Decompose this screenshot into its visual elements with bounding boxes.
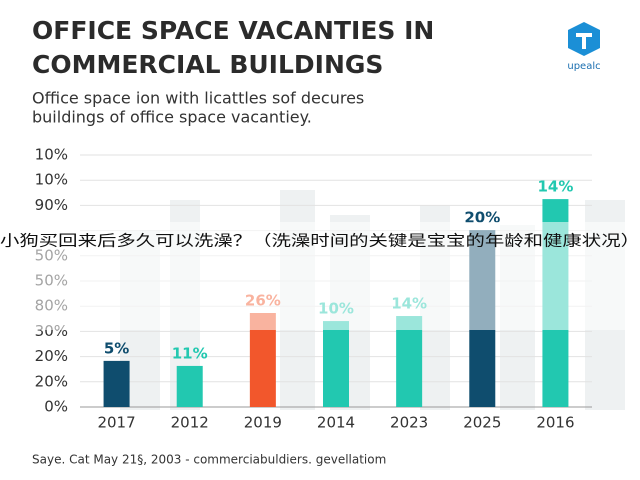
y-tick-label: 20% xyxy=(35,372,68,390)
x-tick-label: 2014 xyxy=(317,414,355,432)
bar xyxy=(176,365,203,407)
title-line: COMMERCIAL BUILDINGS xyxy=(32,50,383,79)
overlay-text: 小狗买回来后多久可以洗澡？（洗澡时间的关键是宝宝的年龄和健康状况） xyxy=(0,232,640,250)
bar xyxy=(396,316,423,407)
y-tick-label: 10% xyxy=(35,171,68,189)
x-tick-label: 2023 xyxy=(390,414,428,432)
logo: upealc xyxy=(567,22,601,72)
footer: Saye. Cat May 21§, 2003 - commerciabuldi… xyxy=(32,453,386,467)
x-tick-label: 2025 xyxy=(463,414,501,432)
value-label: 5% xyxy=(104,339,129,357)
subtitle-line: buildings of office space vacantiey. xyxy=(32,108,312,127)
y-tick-label: 10% xyxy=(35,146,68,164)
logo-text: upealc xyxy=(567,61,600,72)
overlay-band xyxy=(0,222,640,330)
bar xyxy=(103,360,130,407)
x-tick-label: 2017 xyxy=(97,414,135,432)
value-label: 14% xyxy=(537,178,573,196)
bar xyxy=(323,321,349,407)
y-tick-label: 90% xyxy=(35,196,68,214)
title-line: OFFICE SPACE VACANTIES IN xyxy=(32,16,434,45)
value-label: 11% xyxy=(172,344,208,362)
x-tick-label: 2016 xyxy=(536,414,574,432)
y-tick-label: 0% xyxy=(44,398,68,416)
y-tick-label: 20% xyxy=(35,347,68,365)
x-tick-label: 2012 xyxy=(171,414,209,432)
x-tick-label: 2019 xyxy=(244,414,282,432)
subtitle-line: Office space ion with licattles sof decu… xyxy=(32,89,364,108)
